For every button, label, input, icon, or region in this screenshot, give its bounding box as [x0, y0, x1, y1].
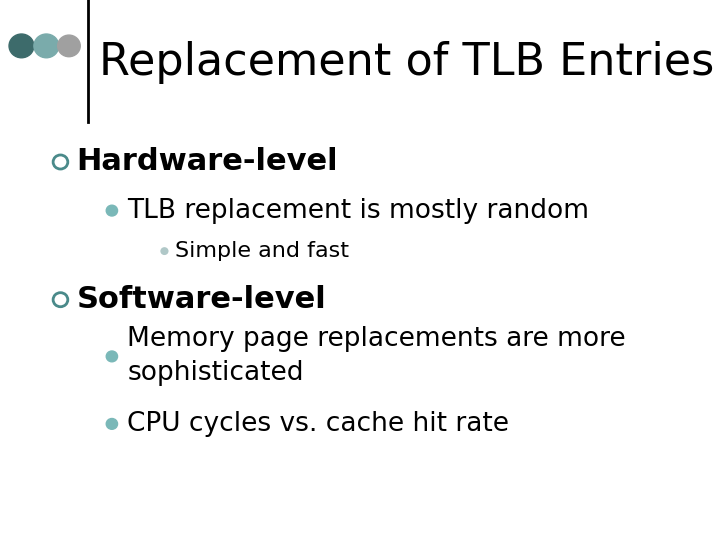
Text: CPU cycles vs. cache hit rate: CPU cycles vs. cache hit rate — [127, 411, 509, 437]
Circle shape — [58, 35, 80, 57]
Circle shape — [9, 34, 34, 58]
Circle shape — [34, 34, 59, 58]
Text: Hardware-level: Hardware-level — [76, 147, 338, 177]
Circle shape — [107, 418, 117, 429]
Text: TLB replacement is mostly random: TLB replacement is mostly random — [127, 198, 589, 224]
Circle shape — [107, 205, 117, 216]
Text: Memory page replacements are more
sophisticated: Memory page replacements are more sophis… — [127, 326, 626, 387]
Text: Software-level: Software-level — [76, 285, 326, 314]
Circle shape — [161, 248, 168, 254]
Text: Simple and fast: Simple and fast — [175, 241, 349, 261]
Circle shape — [107, 351, 117, 362]
Text: Replacement of TLB Entries: Replacement of TLB Entries — [99, 40, 714, 84]
